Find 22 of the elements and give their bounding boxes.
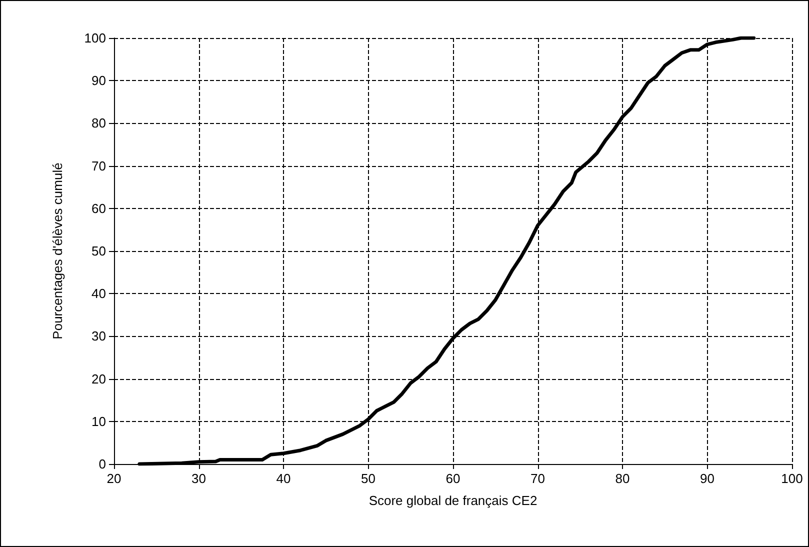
x-tick-label: 20 (106, 471, 122, 486)
y-tick-label: 20 (92, 371, 106, 386)
x-tick-label: 100 (781, 471, 803, 486)
y-tick-label: 50 (92, 244, 106, 258)
y-tick-label: 10 (92, 414, 106, 429)
y-tick-label: 90 (92, 73, 106, 88)
y-tick-label: 100 (84, 30, 106, 46)
x-tick-label: 30 (192, 471, 206, 486)
y-tick-label: 80 (92, 116, 106, 131)
y-tick-label: 0 (98, 456, 106, 472)
x-axis-title: Score global de français CE2 (368, 493, 538, 508)
x-tick-label: 70 (530, 471, 545, 486)
y-tick-label: 60 (92, 200, 106, 216)
y-tick-label: 40 (92, 286, 106, 302)
y-tick-label: 30 (92, 328, 106, 344)
x-tick-label: 40 (276, 471, 291, 486)
y-tick-label: 70 (92, 158, 106, 174)
x-tick-label: 60 (446, 471, 460, 486)
y-axis-title: Pourcentages d'élèves cumulé (50, 162, 65, 340)
x-tick-label: 80 (615, 471, 630, 486)
x-tick-label: 90 (700, 471, 714, 486)
x-tick-label: 50 (361, 471, 376, 486)
